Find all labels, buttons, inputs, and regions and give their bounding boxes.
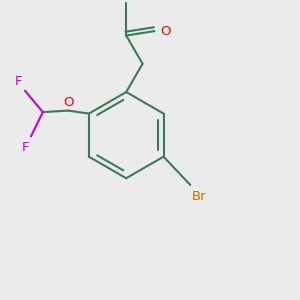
Text: F: F (14, 75, 22, 88)
Text: F: F (22, 141, 29, 154)
Text: O: O (160, 25, 170, 38)
Text: O: O (63, 96, 73, 109)
Text: Br: Br (192, 190, 206, 203)
